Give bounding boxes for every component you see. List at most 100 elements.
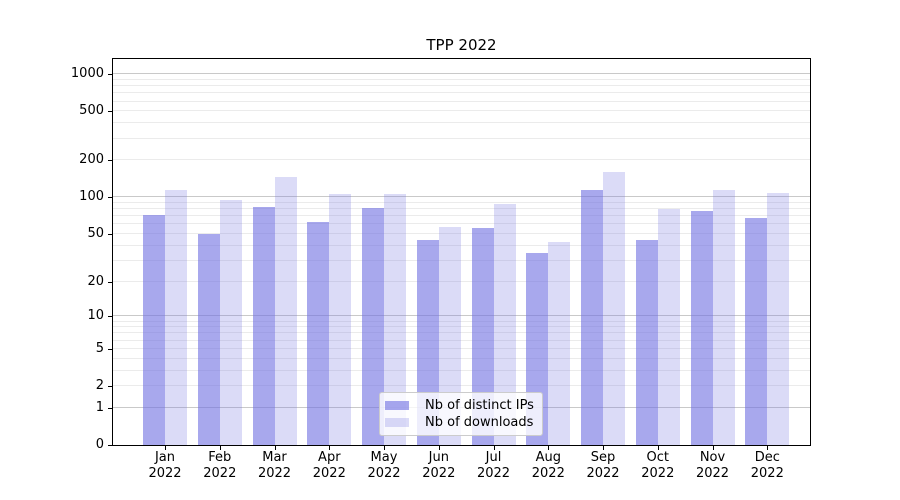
x-label-month: Jan bbox=[154, 450, 176, 465]
gridline-minor bbox=[113, 110, 810, 112]
gridline-minor bbox=[113, 259, 810, 261]
x-label-year: 2022 bbox=[422, 466, 456, 481]
x-label-month: Aug bbox=[535, 450, 561, 465]
gridline-minor bbox=[113, 357, 810, 359]
bar-may-downloads bbox=[384, 194, 406, 445]
bar-aug-downloads bbox=[548, 242, 571, 445]
y-axis-tick-label: 50 bbox=[87, 226, 104, 241]
x-axis-tick-label: Oct 2022 bbox=[641, 450, 674, 482]
spine-top bbox=[112, 58, 811, 59]
x-label-month: Sep bbox=[590, 450, 616, 465]
x-axis-tick bbox=[384, 446, 385, 450]
x-axis-tick-label: Sep 2022 bbox=[586, 450, 619, 482]
gridline-minor bbox=[113, 92, 810, 94]
y-axis-tick bbox=[108, 234, 112, 235]
spine-left bbox=[112, 59, 113, 446]
y-axis-tick-label: 5 bbox=[95, 340, 104, 356]
x-axis-tick bbox=[329, 446, 331, 450]
gridline-minor bbox=[113, 85, 810, 87]
gridline-minor bbox=[113, 332, 810, 334]
y-axis-tick bbox=[108, 160, 112, 162]
gridline-minor bbox=[113, 339, 810, 341]
y-axis-tick bbox=[108, 197, 112, 199]
gridline-minor bbox=[113, 369, 810, 371]
x-label-year: 2022 bbox=[312, 466, 346, 481]
x-label-month: Jun bbox=[428, 450, 449, 465]
gridline-minor bbox=[113, 208, 810, 210]
gridline-minor bbox=[113, 159, 810, 161]
bar-oct-distinct-ips bbox=[635, 239, 658, 445]
y-axis-tick-label: 500 bbox=[79, 103, 104, 119]
x-label-year: 2022 bbox=[476, 466, 511, 481]
y-axis-tick bbox=[108, 111, 112, 113]
x-label-month: May bbox=[370, 450, 398, 465]
y-axis-tick-label: 100 bbox=[79, 189, 104, 205]
x-axis-tick-label: Jun 2022 bbox=[422, 450, 455, 482]
y-axis-tick-label: 200 bbox=[79, 152, 104, 168]
bar-feb-distinct-ips bbox=[197, 234, 220, 445]
bar-mar-downloads bbox=[274, 177, 297, 445]
x-axis-tick-label: Dec 2022 bbox=[751, 450, 784, 482]
legend-label-downloads: Nb of downloads bbox=[425, 414, 534, 430]
x-label-year: 2022 bbox=[148, 466, 182, 481]
gridline-minor bbox=[113, 223, 810, 225]
bar-mar-distinct-ips bbox=[252, 206, 275, 445]
bar-dec-distinct-ips bbox=[745, 217, 768, 445]
bar-apr-downloads bbox=[329, 194, 352, 445]
y-axis-tick-label: 1000 bbox=[70, 66, 104, 82]
bar-dec-downloads bbox=[767, 193, 790, 445]
x-label-month: Apr bbox=[318, 450, 341, 465]
legend: Nb of distinct IPs Nb of downloads bbox=[379, 392, 543, 436]
x-axis-tick-label: Apr 2022 bbox=[313, 450, 346, 482]
bar-may-distinct-ips bbox=[362, 207, 384, 445]
y-axis-tick bbox=[108, 386, 112, 388]
bar-jul-distinct-ips bbox=[471, 228, 494, 445]
y-axis-tick bbox=[108, 348, 112, 350]
gridline-minor bbox=[113, 137, 810, 139]
bar-jan-downloads bbox=[165, 189, 187, 445]
chart-title: TPP 2022 bbox=[426, 36, 497, 54]
x-label-year: 2022 bbox=[695, 466, 730, 481]
y-axis-tick bbox=[108, 281, 112, 283]
legend-swatch-distinct-ips bbox=[385, 401, 409, 410]
gridline-major bbox=[113, 196, 810, 198]
x-axis-tick bbox=[767, 446, 769, 450]
x-axis-tick bbox=[274, 446, 276, 450]
bar-apr-distinct-ips bbox=[307, 221, 330, 445]
gridline-minor bbox=[113, 385, 810, 387]
bar-sep-distinct-ips bbox=[581, 189, 603, 445]
x-label-year: 2022 bbox=[586, 466, 620, 481]
bar-jan-distinct-ips bbox=[143, 214, 165, 445]
y-axis-tick bbox=[108, 316, 112, 318]
legend-item-downloads: Nb of downloads bbox=[385, 414, 534, 431]
y-axis-tick-label: 10 bbox=[87, 308, 104, 324]
legend-item-distinct-ips: Nb of distinct IPs bbox=[385, 397, 534, 414]
legend-swatch-downloads bbox=[385, 418, 409, 427]
bar-jun-downloads bbox=[438, 227, 461, 445]
x-label-year: 2022 bbox=[750, 466, 784, 481]
x-axis-tick-label: Mar 2022 bbox=[258, 450, 291, 482]
x-axis-tick bbox=[165, 446, 166, 450]
bar-sep-downloads bbox=[603, 172, 625, 445]
x-axis-tick-label: May 2022 bbox=[367, 450, 400, 482]
bar-nov-downloads bbox=[712, 190, 735, 445]
spine-right bbox=[810, 59, 811, 446]
spine-bottom bbox=[112, 445, 811, 446]
gridline-major bbox=[113, 315, 810, 317]
gridline-minor bbox=[113, 202, 810, 203]
gridline-minor bbox=[113, 244, 810, 246]
gridline-minor bbox=[113, 100, 810, 102]
gridline-minor bbox=[113, 347, 810, 349]
x-label-month: Jul bbox=[485, 450, 502, 465]
x-label-month: Nov bbox=[699, 450, 726, 465]
x-label-month: Dec bbox=[754, 450, 780, 465]
gridline-major bbox=[113, 73, 810, 75]
y-axis-tick-label: 0 bbox=[95, 437, 104, 452]
gridline-minor bbox=[113, 320, 810, 322]
x-axis-tick bbox=[438, 446, 440, 450]
x-axis-tick bbox=[712, 446, 714, 450]
y-axis-tick-label: 1 bbox=[95, 399, 104, 415]
bar-nov-distinct-ips bbox=[690, 211, 713, 445]
gridline-minor bbox=[113, 233, 810, 234]
y-axis-tick bbox=[108, 74, 112, 76]
